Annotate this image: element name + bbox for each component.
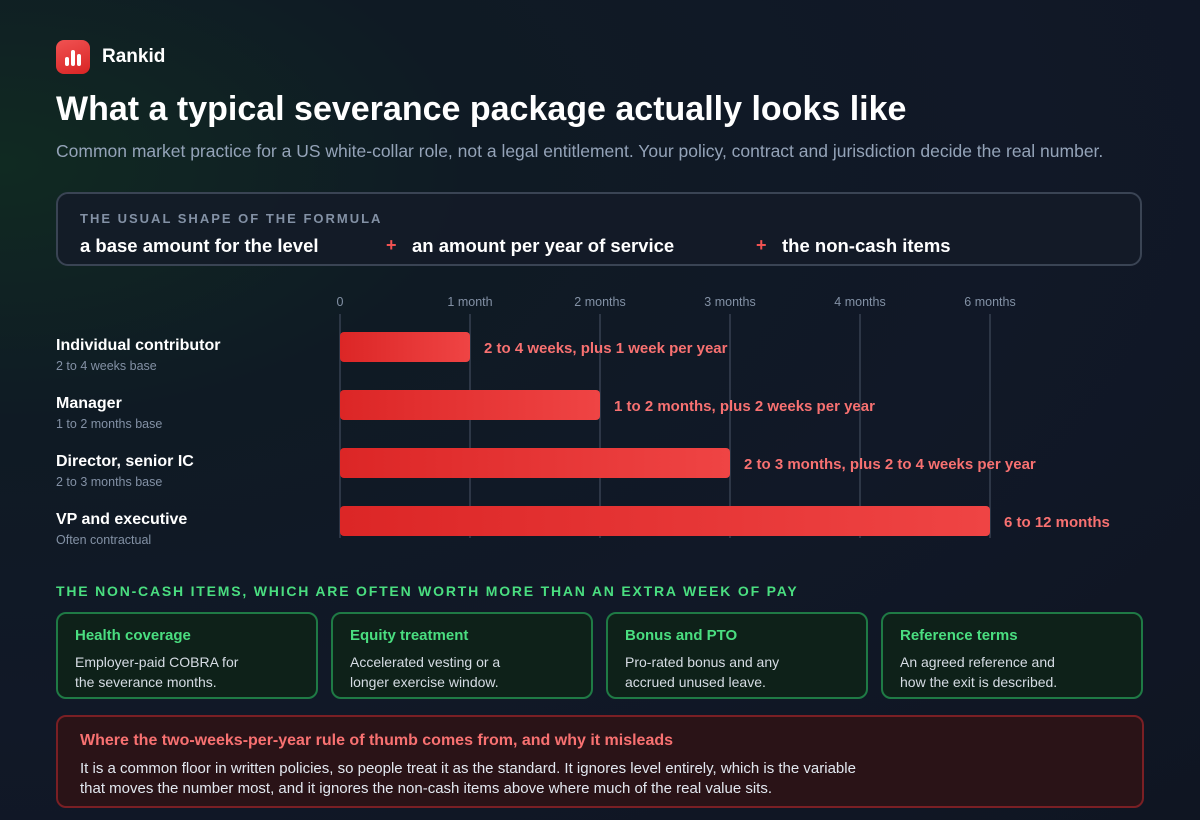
plus-icon: + [386, 235, 397, 255]
category-sublabel: Often contractual [56, 533, 151, 547]
warning-title: Where the two-weeks-per-year rule of thu… [80, 732, 674, 749]
bar [340, 448, 730, 478]
category-label: Individual contributor [56, 337, 220, 354]
category-label: Manager [56, 395, 122, 412]
severance-bar-chart: 0 1 month 2 months 3 months 4 months 6 months… [56, 295, 1110, 547]
x-tick-label: 6 months [964, 295, 1015, 309]
formula-box: THE USUAL SHAPE OF THE FORMULA a base am… [56, 192, 1142, 266]
rule-of-thumb-warning: Where the two-weeks-per-year rule of thu… [56, 715, 1144, 808]
warning-body: It is a common floor in written policies… [80, 760, 856, 797]
page-subtitle: Common market practice for a US white-co… [56, 141, 1104, 161]
page-title: What a typical severance package actuall… [56, 90, 907, 128]
card-body: Employer-paid COBRA for the severance mo… [75, 654, 239, 690]
formula-item-base: a base amount for the level [80, 235, 319, 256]
formula-item-noncash: the non-cash items [782, 235, 951, 256]
bar [340, 390, 600, 420]
category-label: VP and executive [56, 511, 187, 528]
x-tick-label: 3 months [704, 295, 755, 309]
category-sublabel: 2 to 3 months base [56, 475, 162, 489]
bar [340, 332, 470, 362]
card-body: Accelerated vesting or a longer exercise… [350, 654, 501, 690]
card-body: An agreed reference and how the exit is … [900, 654, 1058, 690]
brand-name: Rankid [102, 46, 166, 67]
noncash-section-label: THE NON-CASH ITEMS, WHICH ARE OFTEN WORT… [56, 583, 799, 599]
category-sublabel: 2 to 4 weeks base [56, 359, 157, 373]
card-bonus-pto: Bonus and PTO Pro-rated bonus and any ac… [606, 612, 868, 699]
card-title: Reference terms [900, 627, 1018, 644]
bar-annotation: 6 to 12 months [1004, 514, 1110, 531]
card-equity-treatment: Equity treatment Accelerated vesting or … [331, 612, 593, 699]
x-tick-label: 2 months [574, 295, 625, 309]
bar-chart-icon [56, 40, 90, 74]
card-body: Pro-rated bonus and any accrued unused l… [625, 654, 780, 690]
category-sublabel: 1 to 2 months base [56, 417, 162, 431]
bar-annotation: 1 to 2 months, plus 2 weeks per year [614, 398, 875, 415]
card-title: Equity treatment [350, 627, 469, 644]
bar-annotation: 2 to 4 weeks, plus 1 week per year [484, 340, 728, 357]
card-title: Health coverage [75, 627, 191, 644]
plus-icon: + [756, 235, 767, 255]
x-tick-label: 0 [337, 295, 344, 309]
card-health-coverage: Health coverage Employer-paid COBRA for … [56, 612, 318, 699]
card-title: Bonus and PTO [625, 627, 738, 644]
brand: Rankid [56, 40, 165, 74]
bar [340, 506, 990, 536]
formula-label: THE USUAL SHAPE OF THE FORMULA [80, 211, 383, 226]
formula-item-per-year: an amount per year of service [412, 235, 675, 256]
x-tick-label: 4 months [834, 295, 885, 309]
card-reference-terms: Reference terms An agreed reference and … [881, 612, 1143, 699]
x-tick-label: 1 month [447, 295, 492, 309]
category-label: Director, senior IC [56, 453, 194, 470]
bar-annotation: 2 to 3 months, plus 2 to 4 weeks per yea… [744, 456, 1036, 473]
